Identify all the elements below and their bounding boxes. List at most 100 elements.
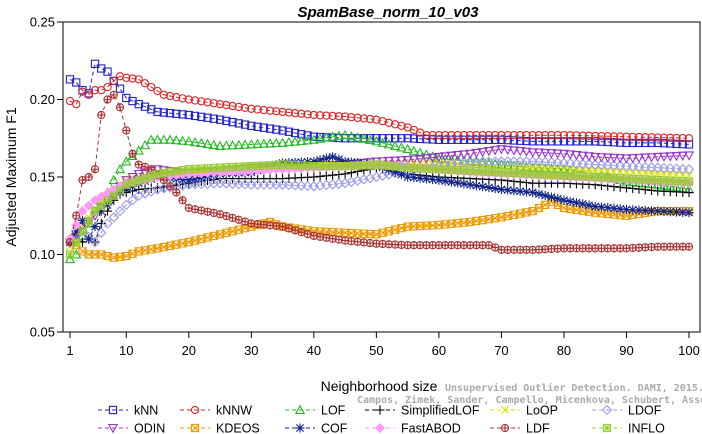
- data-point-lof: [296, 135, 307, 145]
- data-point-knnw: [428, 130, 437, 140]
- legend-marker: [190, 423, 200, 433]
- legend-item-knn: kNN: [98, 404, 158, 418]
- data-point-fastabod: [71, 220, 82, 231]
- data-point-knnw: [659, 133, 669, 142]
- data-point-knnw: [303, 110, 312, 119]
- data-point-knn: [584, 137, 594, 146]
- data-point-cof: [578, 199, 588, 209]
- chart-title: SpamBase_norm_10_v03: [298, 4, 480, 21]
- data-point-simplifiedlof: [684, 187, 694, 198]
- data-point-knn: [153, 107, 162, 117]
- y-axis-label: Adjusted Maximum F1: [3, 107, 19, 246]
- data-point-lof: [283, 136, 294, 147]
- data-point-lof: [371, 136, 382, 146]
- legend-item-loop: LoOP: [490, 404, 558, 418]
- data-point-ldof: [339, 178, 351, 189]
- data-point-knn: [215, 115, 225, 124]
- data-point-lof: [289, 136, 301, 146]
- data-point-odin: [421, 154, 432, 164]
- data-point-odin: [540, 148, 551, 159]
- data-point-ldof: [377, 170, 388, 181]
- data-point-knnw: [322, 111, 331, 120]
- data-point-odin: [452, 151, 463, 161]
- data-point-simplifiedlof: [334, 169, 344, 180]
- data-point-knnw: [641, 133, 650, 142]
- data-point-ldof: [89, 236, 101, 248]
- data-point-lof: [64, 253, 76, 264]
- data-point-odin: [565, 150, 576, 160]
- data-point-knnw: [516, 130, 525, 140]
- data-point-lof: [377, 137, 388, 147]
- x-tick-label: 30: [244, 343, 258, 358]
- data-point-knn: [516, 136, 525, 145]
- data-point-knnw: [666, 133, 675, 142]
- data-point-simplifiedlof: [628, 183, 638, 194]
- data-point-cof: [521, 187, 532, 197]
- data-point-lof: [227, 140, 238, 150]
- data-point-lof: [327, 131, 338, 141]
- data-point-knn: [447, 135, 456, 144]
- data-point-knnw: [122, 73, 131, 82]
- legend-item-ldof: LDOF: [592, 404, 662, 418]
- legend-label: COF: [321, 422, 348, 434]
- x-tick-label: 50: [369, 343, 383, 358]
- y-tick-label: 0.15: [30, 170, 55, 185]
- data-point-lof: [252, 138, 263, 149]
- data-point-knn: [672, 139, 681, 148]
- data-point-ldf: [147, 165, 156, 174]
- data-point-knn: [653, 138, 662, 148]
- data-point-fastabod: [96, 191, 107, 202]
- data-point-cof: [603, 203, 613, 213]
- legend: kNN kNNW LOF SimplifiedLOF LoOP LDOF ODIN KDEOS…: [98, 404, 665, 434]
- data-point-knnw: [591, 131, 600, 141]
- data-point-odin: [515, 147, 526, 157]
- data-point-knn: [478, 135, 487, 144]
- data-point-knnw: [347, 113, 356, 122]
- data-point-ldof: [102, 218, 113, 229]
- data-point-knnw: [197, 97, 206, 106]
- data-point-cof: [628, 205, 638, 215]
- data-point-cof: [553, 194, 563, 204]
- data-point-knn: [315, 132, 325, 142]
- data-point-knnw: [72, 100, 81, 109]
- data-point-knnw: [497, 130, 506, 140]
- x-tick-label: 70: [494, 343, 508, 358]
- data-point-knn: [209, 114, 218, 123]
- x-axis: 1 10 20 30 40 50 60 70 80 90 100: [66, 332, 700, 358]
- data-point-ldf: [122, 126, 131, 135]
- legend-label: KDEOS: [216, 422, 260, 434]
- data-point-ldf: [97, 110, 106, 120]
- x-tick-label: 40: [307, 343, 321, 358]
- data-point-cof: [684, 208, 694, 218]
- data-point-cof: [590, 201, 600, 212]
- data-point-knn: [641, 138, 650, 148]
- legend-label: FastABOD: [401, 422, 461, 434]
- data-point-knnw: [165, 91, 175, 101]
- data-point-lof: [415, 147, 426, 157]
- data-point-odin: [671, 151, 682, 162]
- data-point-knnw: [584, 131, 594, 140]
- data-point-cof: [496, 184, 507, 194]
- data-point-ldof: [114, 205, 126, 217]
- data-point-cof: [84, 234, 94, 244]
- data-point-lof: [202, 138, 213, 149]
- data-point-ldf: [72, 211, 81, 220]
- data-point-ldf: [90, 165, 100, 174]
- data-point-knn: [172, 109, 181, 118]
- data-point-knn: [534, 137, 544, 146]
- data-point-odin: [446, 151, 457, 161]
- data-point-knn: [559, 137, 569, 146]
- data-point-lof: [271, 137, 282, 148]
- legend-marker: [500, 423, 510, 433]
- data-point-knnw: [466, 130, 475, 140]
- data-point-cof: [571, 198, 582, 208]
- data-point-cof: [503, 185, 513, 195]
- data-point-knnw: [134, 75, 143, 84]
- data-point-knnw: [647, 133, 656, 142]
- data-point-cof: [559, 195, 569, 205]
- data-point-ldf: [684, 242, 694, 251]
- data-point-lof: [396, 142, 407, 152]
- data-point-knn: [503, 135, 512, 145]
- data-point-knnw: [528, 130, 537, 140]
- data-point-lof: [171, 134, 182, 145]
